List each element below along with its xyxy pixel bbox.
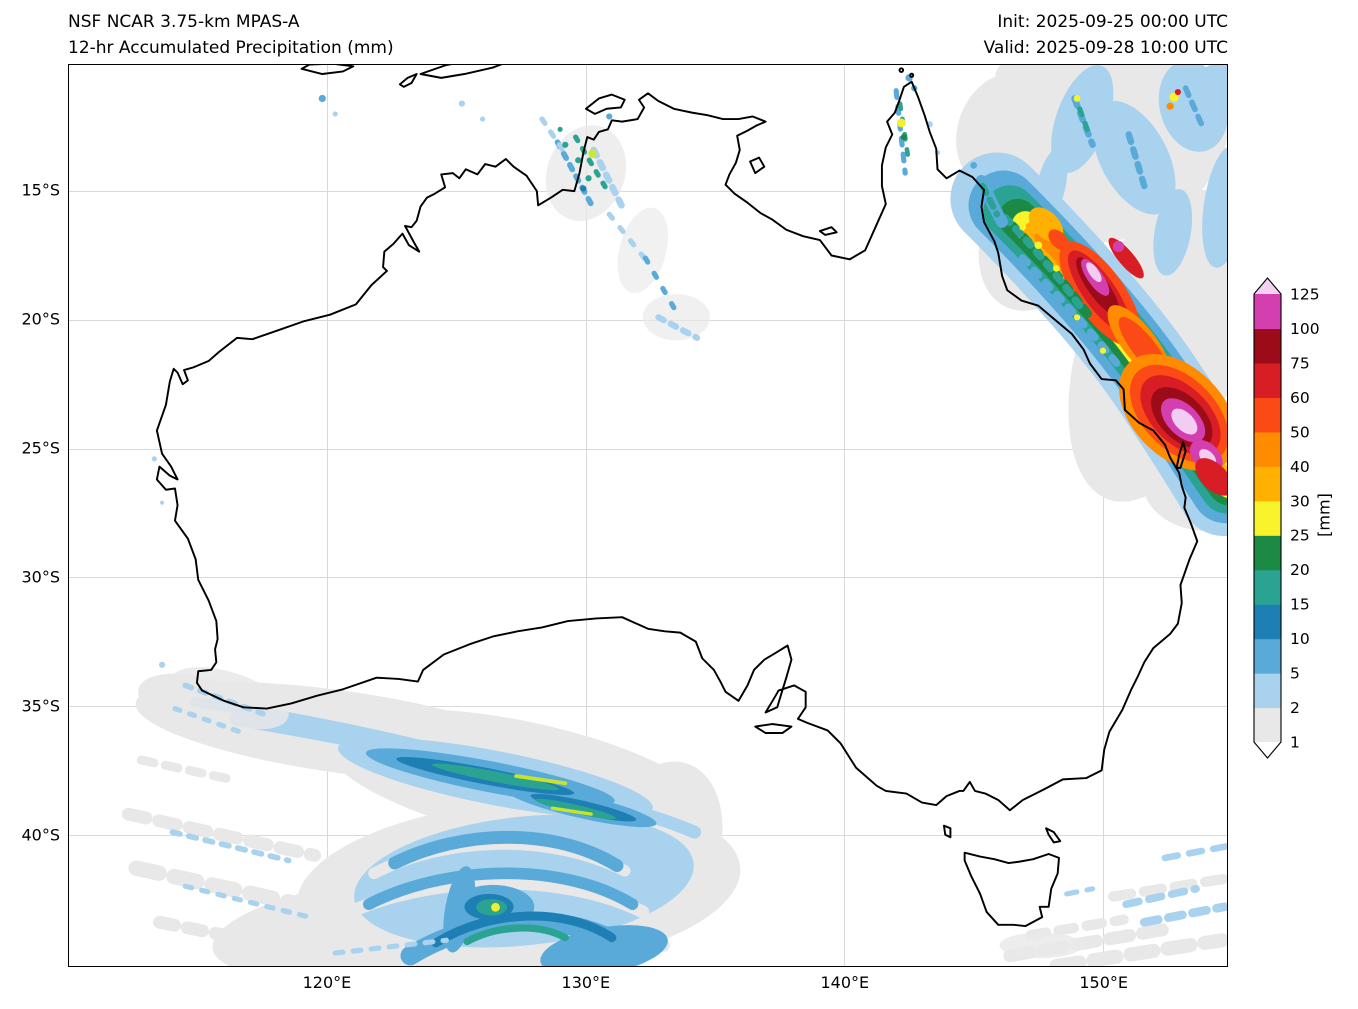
product-title: 12-hr Accumulated Precipitation (mm) (68, 38, 394, 58)
precip-southeast-tasman (999, 842, 1227, 966)
y-tick-label: 40°S (21, 825, 60, 845)
gridline-vertical (585, 65, 587, 966)
gridline-vertical (844, 65, 846, 966)
coastline-kangaroo-island (754, 723, 793, 734)
coastline-rote (398, 73, 418, 88)
plot-area (68, 64, 1228, 967)
coastline-torres-islet-1 (898, 67, 905, 73)
x-tick-label: 150°E (1079, 973, 1129, 992)
y-tick-label: 20°S (21, 309, 60, 329)
colorbar-tick-label: 75 (1290, 354, 1310, 372)
title-block: NSF NCAR 3.75-km MPAS-A 12-hr Accumulate… (68, 9, 394, 61)
model-title: NSF NCAR 3.75-km MPAS-A (68, 12, 300, 32)
colorbar-tick-label: 1 (1290, 734, 1300, 752)
colorbar-tick-label: 25 (1290, 527, 1310, 545)
y-tick-label: 15°S (21, 180, 60, 200)
coastline-tiwi-islands (584, 93, 626, 115)
x-tick-label: 130°E (561, 973, 611, 992)
x-tick-label: 140°E (820, 973, 870, 992)
y-tick-label: 25°S (21, 438, 60, 458)
coastline-fraser-island (1175, 441, 1187, 469)
precipitation-field (121, 65, 1227, 966)
coastline-timor (419, 65, 503, 79)
map-australia (121, 65, 1227, 966)
colorbar-tick-label: 40 (1290, 458, 1310, 476)
y-tick-label: 35°S (21, 696, 60, 716)
colorbar-unit-label: [mm] (1314, 493, 1334, 537)
coastline-king-island (942, 824, 952, 839)
colorbar-tick-label: 20 (1290, 561, 1310, 579)
gridline-horizontal (69, 577, 1227, 579)
coastline-tasmania (963, 851, 1060, 928)
colorbar-tick-label: 5 (1290, 665, 1300, 683)
precip-top-end (318, 94, 711, 341)
coastline-australia-mainland (155, 80, 1199, 812)
colorbar-tick-label: 2 (1290, 699, 1300, 717)
time-block: Init: 2025-09-25 00:00 UTC Valid: 2025-0… (984, 9, 1228, 61)
colorbar-tick-label: 100 (1290, 320, 1320, 338)
gridline-vertical (327, 65, 329, 966)
precip-southwest-wa (151, 456, 289, 735)
colorbar-tick-label: 30 (1290, 492, 1310, 510)
colorbar-tick-label: 125 (1290, 286, 1320, 304)
gridline-vertical (1102, 65, 1104, 966)
coastline-sumba (300, 65, 355, 75)
colorbar-tick-label: 15 (1290, 596, 1310, 614)
colorbar-tick-label: 10 (1290, 630, 1310, 648)
colorbar-tick-label: 50 (1290, 423, 1310, 441)
coastlines (155, 65, 1199, 928)
gridline-horizontal (69, 191, 1227, 193)
coastline-torres-islet-2 (909, 72, 915, 78)
coastline-flinders-island (1045, 827, 1062, 844)
gridline-horizontal (69, 448, 1227, 450)
init-time: Init: 2025-09-25 00:00 UTC (997, 12, 1228, 32)
x-tick-label: 120°E (302, 973, 352, 992)
gridline-horizontal (69, 705, 1227, 707)
coastline-mornington-island (818, 226, 838, 236)
colorbar-tick-label: 60 (1290, 389, 1310, 407)
y-tick-label: 30°S (21, 567, 60, 587)
valid-time: Valid: 2025-09-28 10:00 UTC (983, 38, 1228, 58)
coastline-groote-eylandt (749, 156, 766, 175)
precip-east-coast-system (950, 65, 1227, 537)
